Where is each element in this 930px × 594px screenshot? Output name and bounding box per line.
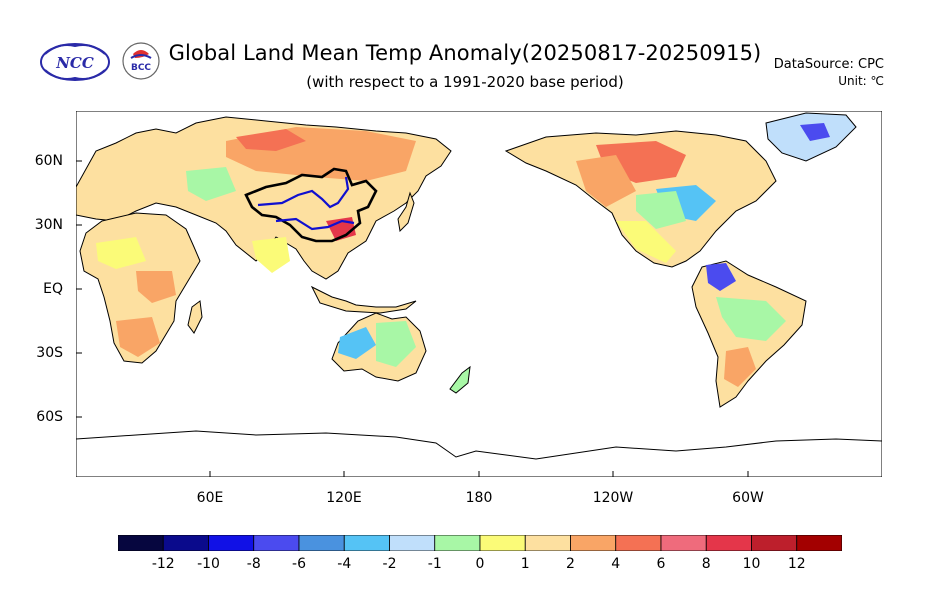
colorbar-tick-label: -10 bbox=[197, 556, 220, 572]
lon-tick-120w: 120W bbox=[592, 490, 634, 506]
anomaly-cool-amazon bbox=[716, 297, 786, 341]
colorbar-tick-label: -12 bbox=[151, 556, 175, 572]
colorbar-swatch bbox=[389, 535, 436, 551]
colorbar-tick-label: -6 bbox=[292, 556, 306, 572]
anomaly-cold-greenland bbox=[800, 123, 830, 141]
lat-tick-60s: 60S bbox=[36, 409, 63, 425]
anomaly-warm-canada bbox=[576, 155, 636, 207]
colorbar-tick-label: 6 bbox=[656, 556, 666, 572]
data-source: DataSource: CPC bbox=[773, 57, 884, 72]
colorbar-swatch bbox=[570, 535, 617, 551]
colorbar-swatch bbox=[118, 535, 164, 551]
yellow-river bbox=[257, 176, 350, 209]
anomaly-neutral-mexico bbox=[616, 221, 676, 263]
colorbar-swatch bbox=[434, 535, 481, 551]
bcc-logo: BCC bbox=[122, 42, 160, 80]
colorbar-swatch bbox=[208, 535, 255, 551]
anomaly-cool-australia bbox=[338, 327, 376, 359]
colorbar-swatch bbox=[162, 535, 209, 551]
anomaly-warm-africa-south bbox=[116, 317, 160, 357]
colorbar-swatch bbox=[253, 535, 300, 551]
colorbar-tick-label: 8 bbox=[701, 556, 711, 572]
lon-tick-60e: 60E bbox=[196, 490, 224, 506]
colorbar-tick-label: -2 bbox=[382, 556, 397, 572]
colorbar bbox=[118, 535, 842, 551]
colorbar-tick-label: 2 bbox=[566, 556, 575, 572]
lat-tick-eq: EQ bbox=[43, 281, 63, 297]
yangtze-river bbox=[275, 217, 355, 231]
colorbar-swatch bbox=[479, 535, 526, 551]
lon-tick-60w: 60W bbox=[732, 490, 764, 506]
lat-tick-30n: 30N bbox=[34, 217, 63, 233]
anomaly-hot-north-russia bbox=[236, 129, 306, 151]
colorbar-tick-label: 4 bbox=[611, 556, 621, 572]
anomaly-neutral-india bbox=[252, 237, 290, 273]
colorbar-swatch bbox=[524, 535, 571, 551]
anomaly-green-australia bbox=[376, 321, 416, 367]
map-plot bbox=[76, 111, 882, 477]
lat-tick-30s: 30S bbox=[36, 345, 63, 361]
svg-text:BCC: BCC bbox=[131, 63, 151, 73]
ncc-logo: NCC bbox=[40, 43, 110, 81]
colorbar-swatch bbox=[796, 535, 842, 551]
landmass-antarctica bbox=[76, 430, 882, 477]
anomaly-cool-us-central bbox=[636, 191, 686, 229]
lon-tick-180: 180 bbox=[465, 490, 493, 506]
colorbar-swatch bbox=[660, 535, 707, 551]
anomaly-warm-south-america bbox=[724, 347, 756, 387]
map-title: Global Land Mean Temp Anomaly(20250817-2… bbox=[168, 41, 762, 65]
unit-label: Unit: ℃ bbox=[838, 74, 884, 88]
anomaly-green-asia bbox=[186, 167, 236, 201]
colorbar-tick-label: 10 bbox=[742, 556, 761, 572]
lon-tick-120e: 120E bbox=[326, 490, 362, 506]
colorbar-tick-label: 0 bbox=[475, 556, 485, 572]
map-subtitle: (with respect to a 1991-2020 base period… bbox=[306, 73, 624, 91]
colorbar-tick-label: -8 bbox=[246, 556, 261, 572]
lat-tick-60n: 60N bbox=[34, 153, 63, 169]
anomaly-warm-africa-central bbox=[136, 271, 176, 303]
colorbar-swatch bbox=[705, 535, 752, 551]
colorbar-swatch bbox=[298, 535, 345, 551]
colorbar-swatch bbox=[343, 535, 390, 551]
svg-text:NCC: NCC bbox=[55, 54, 94, 72]
anomaly-neutral-africa bbox=[96, 237, 146, 269]
colorbar-tick-label: 1 bbox=[520, 556, 530, 572]
colorbar-swatch bbox=[751, 535, 798, 551]
anomaly-very-cold-colombia bbox=[706, 263, 736, 291]
colorbar-swatch bbox=[615, 535, 662, 551]
colorbar-tick-label: 12 bbox=[787, 556, 806, 572]
colorbar-tick-label: -1 bbox=[427, 556, 442, 572]
colorbar-tick-label: -4 bbox=[337, 556, 352, 572]
